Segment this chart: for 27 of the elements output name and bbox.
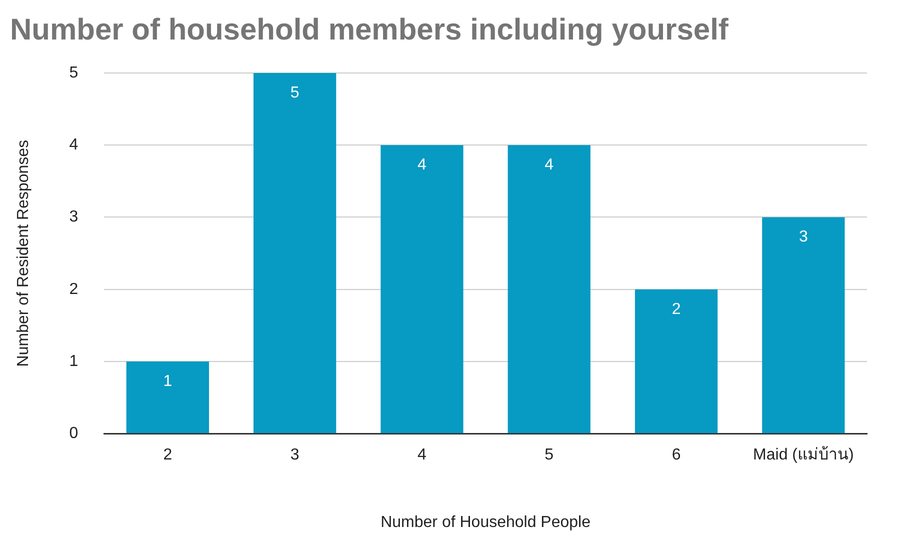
bar [126,361,209,434]
data-label: 1 [163,372,172,390]
bar [380,145,464,434]
data-label: 5 [290,84,300,102]
y-tick-label: 1 [69,352,78,370]
data-label: 4 [544,156,554,174]
bar [254,73,336,434]
bar [762,217,845,434]
y-axis-title: Number of Resident Responses [15,140,32,367]
data-label: 3 [798,228,808,246]
x-tick-label: 5 [544,446,554,464]
x-tick-label: 4 [418,446,427,464]
bar [508,145,590,434]
data-label: 4 [418,156,427,174]
x-tick-label: Maid (แม่บ้าน) [753,446,854,464]
x-axis-title: Number of Household People [380,514,591,531]
y-tick-label: 4 [69,136,78,154]
y-tick-label: 3 [69,208,78,226]
y-tick-label: 5 [69,64,78,82]
data-label: 2 [672,300,681,318]
x-tick-label: 2 [163,446,172,464]
bar [634,289,718,434]
y-tick-label: 2 [69,280,78,298]
y-tick-label: 0 [69,425,78,442]
chart-title: Number of household members including yourself [10,13,730,46]
x-tick-label: 6 [672,446,681,464]
x-tick-label: 3 [290,446,300,464]
